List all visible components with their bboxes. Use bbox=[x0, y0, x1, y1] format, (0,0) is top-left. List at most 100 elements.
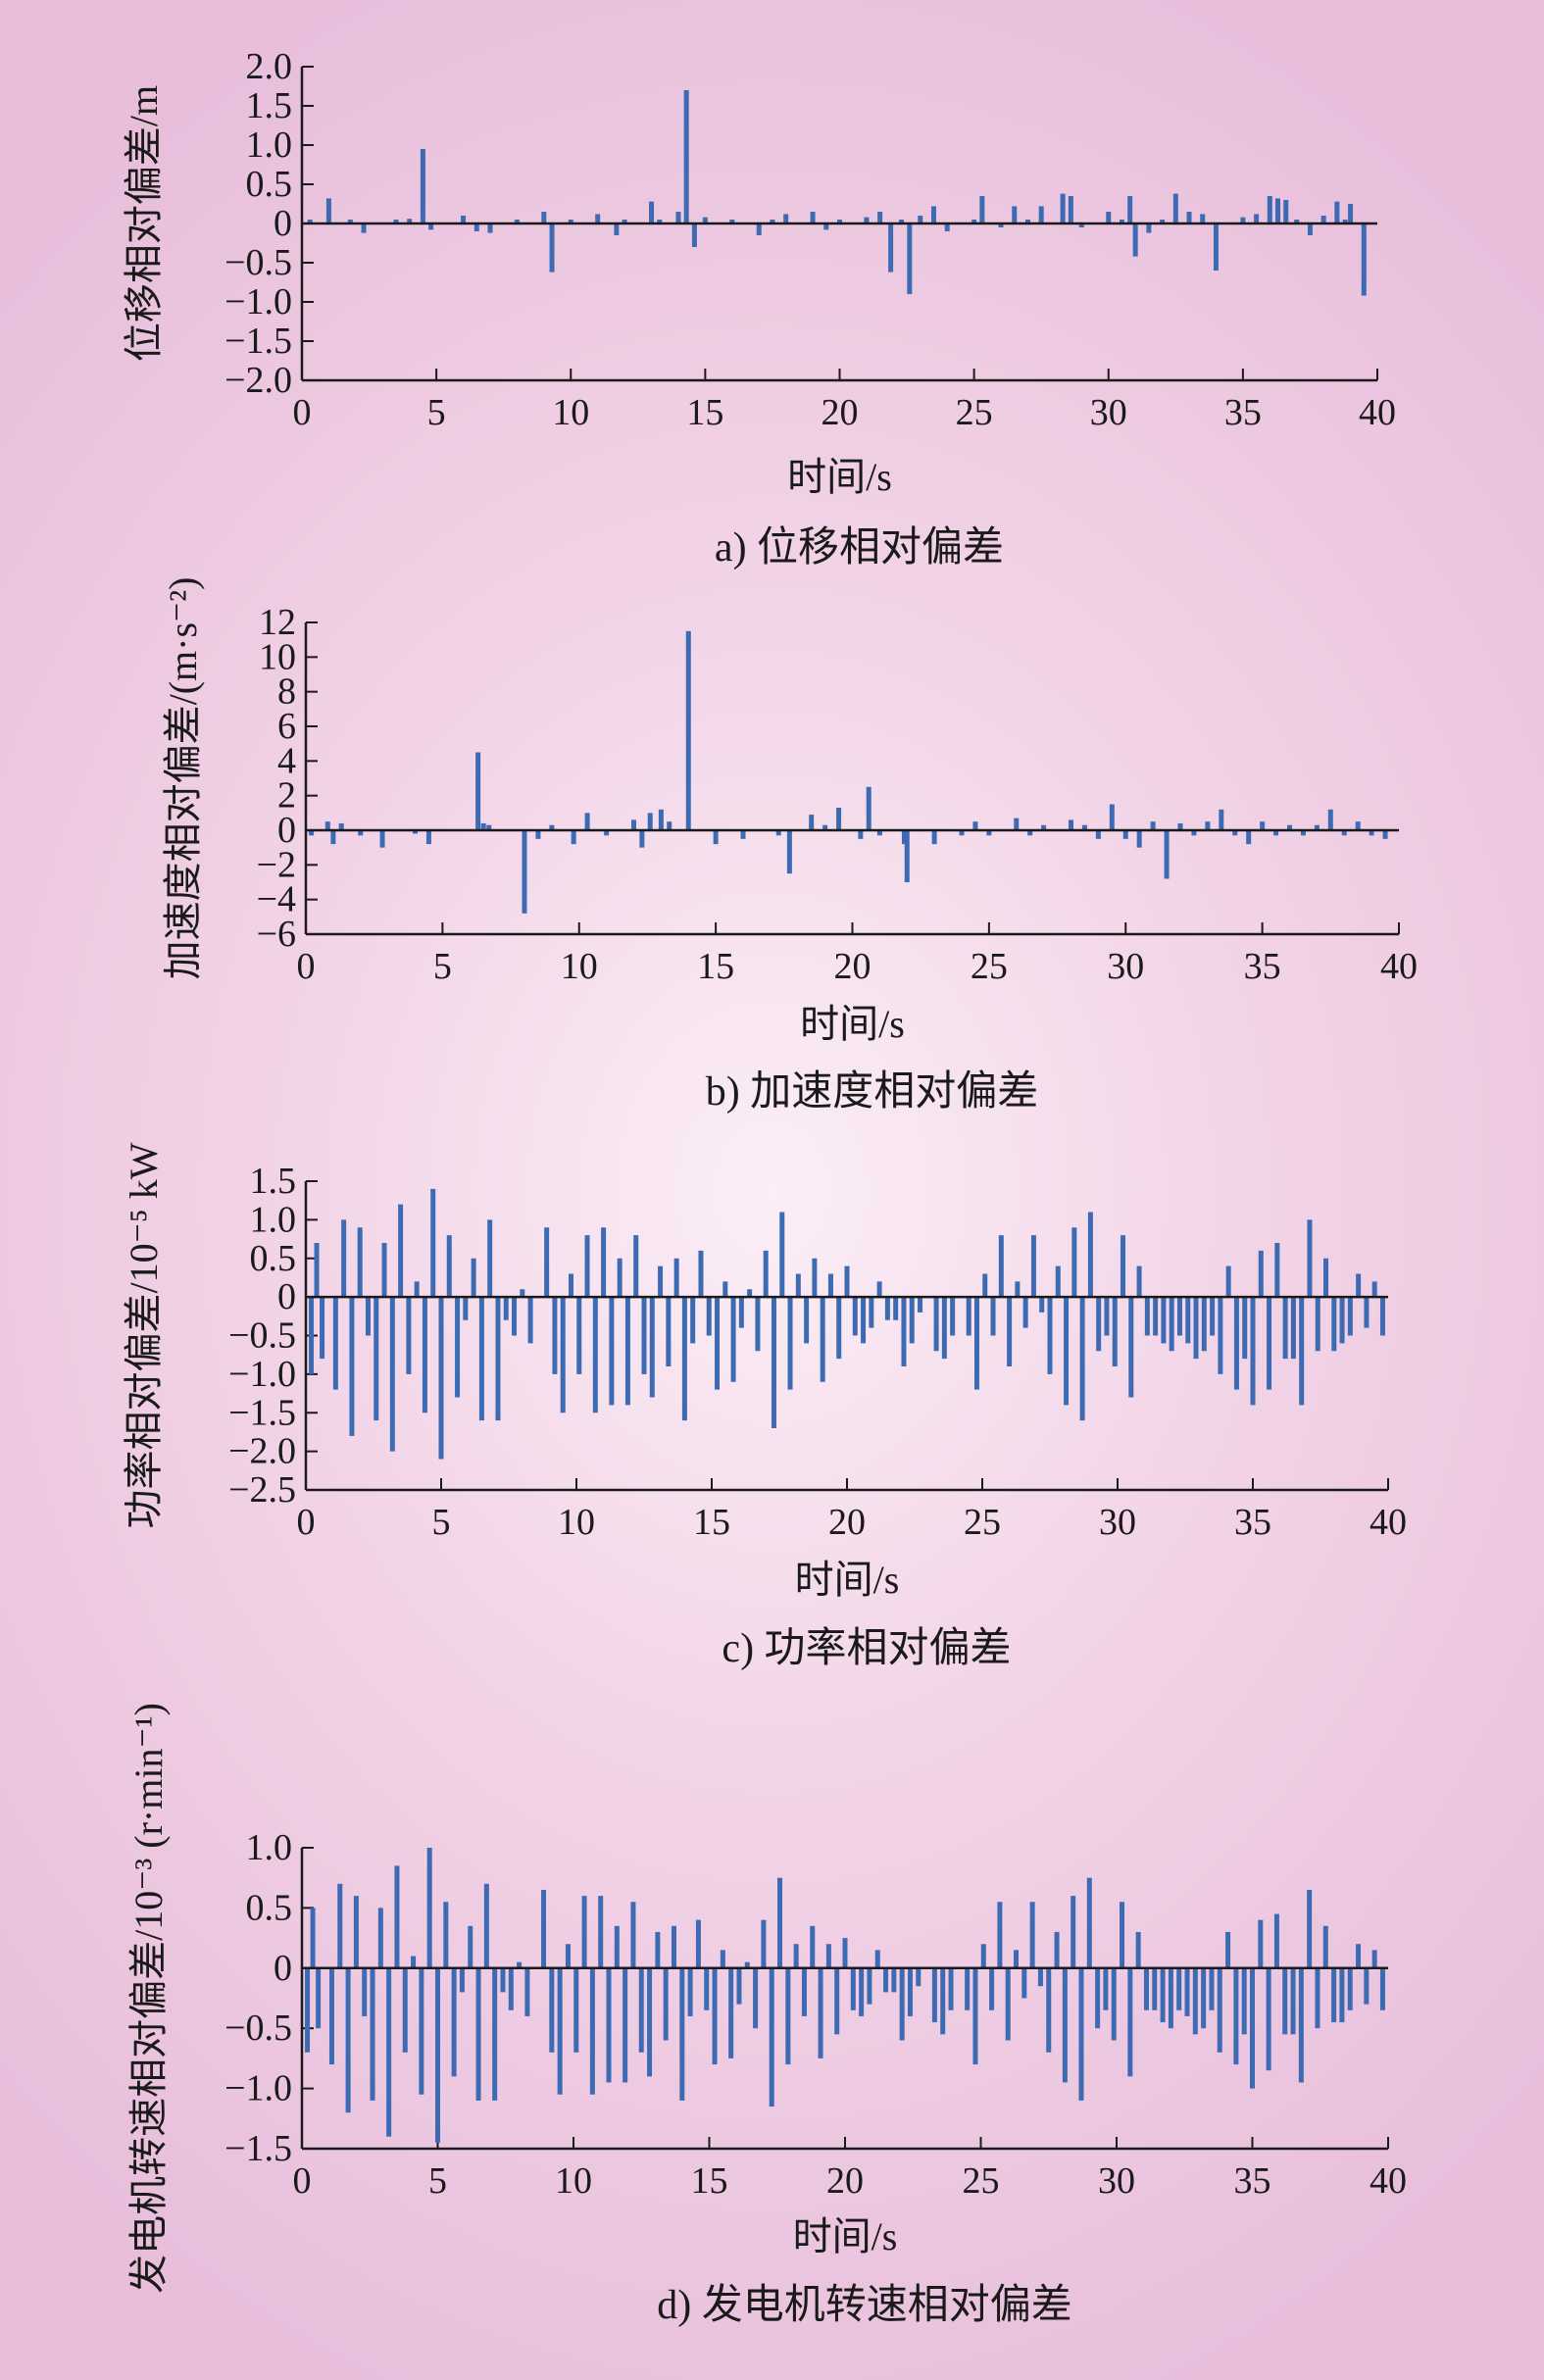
bar bbox=[657, 220, 663, 223]
bar bbox=[998, 1235, 1004, 1298]
bar bbox=[345, 1967, 351, 2113]
x-tick-label: 30 bbox=[1099, 1502, 1136, 1543]
bar bbox=[1068, 196, 1073, 223]
chart-caption: c) 功率相对偏差 bbox=[722, 1625, 1011, 1671]
bar bbox=[1267, 1297, 1272, 1390]
bar bbox=[1233, 1297, 1239, 1390]
bar bbox=[1122, 830, 1128, 839]
bar bbox=[606, 1967, 612, 2083]
bar bbox=[990, 1297, 996, 1336]
bar bbox=[1379, 1297, 1385, 1336]
bar bbox=[671, 1925, 676, 1968]
bar bbox=[1186, 212, 1192, 223]
bar bbox=[309, 1297, 315, 1374]
bar bbox=[777, 1877, 783, 1968]
bar bbox=[544, 1227, 550, 1298]
bar bbox=[1307, 1889, 1313, 1968]
bar bbox=[818, 1967, 823, 2058]
bar bbox=[1371, 1950, 1377, 1968]
bar bbox=[389, 1297, 395, 1452]
bar bbox=[463, 1297, 469, 1320]
y-axis-title: 发电机转速相对偏差/10⁻³ (r·min⁻¹) bbox=[126, 1703, 171, 2294]
y-axis-title: 功率相对偏差/10⁻⁵ kW bbox=[122, 1142, 166, 1528]
bar bbox=[706, 1297, 712, 1336]
bar bbox=[1201, 1967, 1207, 2029]
bar bbox=[641, 1297, 647, 1374]
bar bbox=[595, 214, 601, 223]
bar bbox=[614, 223, 620, 235]
bar bbox=[1361, 223, 1367, 296]
bar bbox=[461, 216, 467, 223]
bar bbox=[687, 1967, 693, 2016]
bar bbox=[720, 1950, 725, 1968]
bar bbox=[1315, 1967, 1320, 2029]
bar bbox=[1144, 1297, 1150, 1336]
bar bbox=[1119, 220, 1124, 223]
bar bbox=[899, 1967, 905, 2041]
bar bbox=[918, 1297, 923, 1313]
bar bbox=[1172, 193, 1178, 223]
bar bbox=[1273, 830, 1279, 836]
bar bbox=[483, 1883, 489, 1968]
bar bbox=[1371, 1281, 1377, 1298]
bar bbox=[307, 220, 313, 223]
x-tick-label: 20 bbox=[834, 946, 872, 987]
bar bbox=[655, 1931, 661, 1968]
bar bbox=[1024, 220, 1030, 223]
bar bbox=[1069, 819, 1073, 830]
bar bbox=[763, 1250, 769, 1298]
bar bbox=[1054, 1931, 1060, 1968]
bar bbox=[361, 223, 367, 233]
bar bbox=[973, 1297, 979, 1390]
bar bbox=[1014, 1950, 1020, 1968]
y-tick-label: −2 bbox=[257, 844, 296, 885]
bar bbox=[422, 1297, 427, 1413]
bar bbox=[658, 1265, 664, 1298]
bar bbox=[310, 1908, 316, 1968]
bar bbox=[850, 1967, 856, 2010]
bar bbox=[852, 1297, 858, 1336]
x-tick-label: 20 bbox=[822, 392, 859, 433]
bar bbox=[884, 1297, 890, 1320]
y-tick-label: −0.5 bbox=[224, 2008, 292, 2049]
bar bbox=[1030, 1235, 1036, 1298]
bar bbox=[1192, 1967, 1198, 2035]
bar bbox=[623, 1967, 628, 2083]
bar bbox=[638, 1967, 644, 2053]
bar bbox=[683, 90, 689, 223]
bar bbox=[426, 1848, 432, 1968]
bar bbox=[560, 1297, 566, 1413]
bar bbox=[793, 1944, 799, 1968]
bar bbox=[320, 1297, 325, 1360]
bar bbox=[1150, 821, 1156, 830]
bar bbox=[328, 1967, 334, 2065]
x-tick-label: 10 bbox=[552, 392, 589, 433]
y-tick-label: −2.0 bbox=[228, 1431, 296, 1472]
y-tick-label: −1.0 bbox=[228, 1354, 296, 1395]
bar bbox=[1205, 821, 1211, 830]
x-tick-label: 0 bbox=[297, 946, 316, 987]
bar bbox=[1153, 1297, 1159, 1336]
y-tick-label: 12 bbox=[259, 602, 296, 643]
x-tick-label: 40 bbox=[1359, 392, 1396, 433]
bar bbox=[948, 1967, 954, 2010]
y-tick-label: 0 bbox=[274, 1948, 292, 1989]
bar bbox=[842, 1938, 848, 1968]
bar bbox=[933, 1297, 939, 1352]
bar bbox=[685, 630, 691, 830]
y-axis-title: 位移相对偏差/m bbox=[122, 85, 166, 362]
bar bbox=[1274, 1243, 1280, 1298]
bar bbox=[1103, 1967, 1109, 2010]
y-tick-label: 1.5 bbox=[246, 85, 293, 126]
bar bbox=[918, 216, 923, 223]
bar bbox=[420, 149, 425, 223]
bar bbox=[771, 1297, 776, 1428]
bar bbox=[836, 808, 842, 830]
bar bbox=[820, 1297, 825, 1382]
bar bbox=[1079, 1297, 1085, 1421]
bar bbox=[473, 223, 479, 231]
bar bbox=[609, 1297, 615, 1406]
bar bbox=[527, 1297, 533, 1344]
bar bbox=[1169, 1297, 1174, 1352]
bar bbox=[753, 1967, 759, 2029]
